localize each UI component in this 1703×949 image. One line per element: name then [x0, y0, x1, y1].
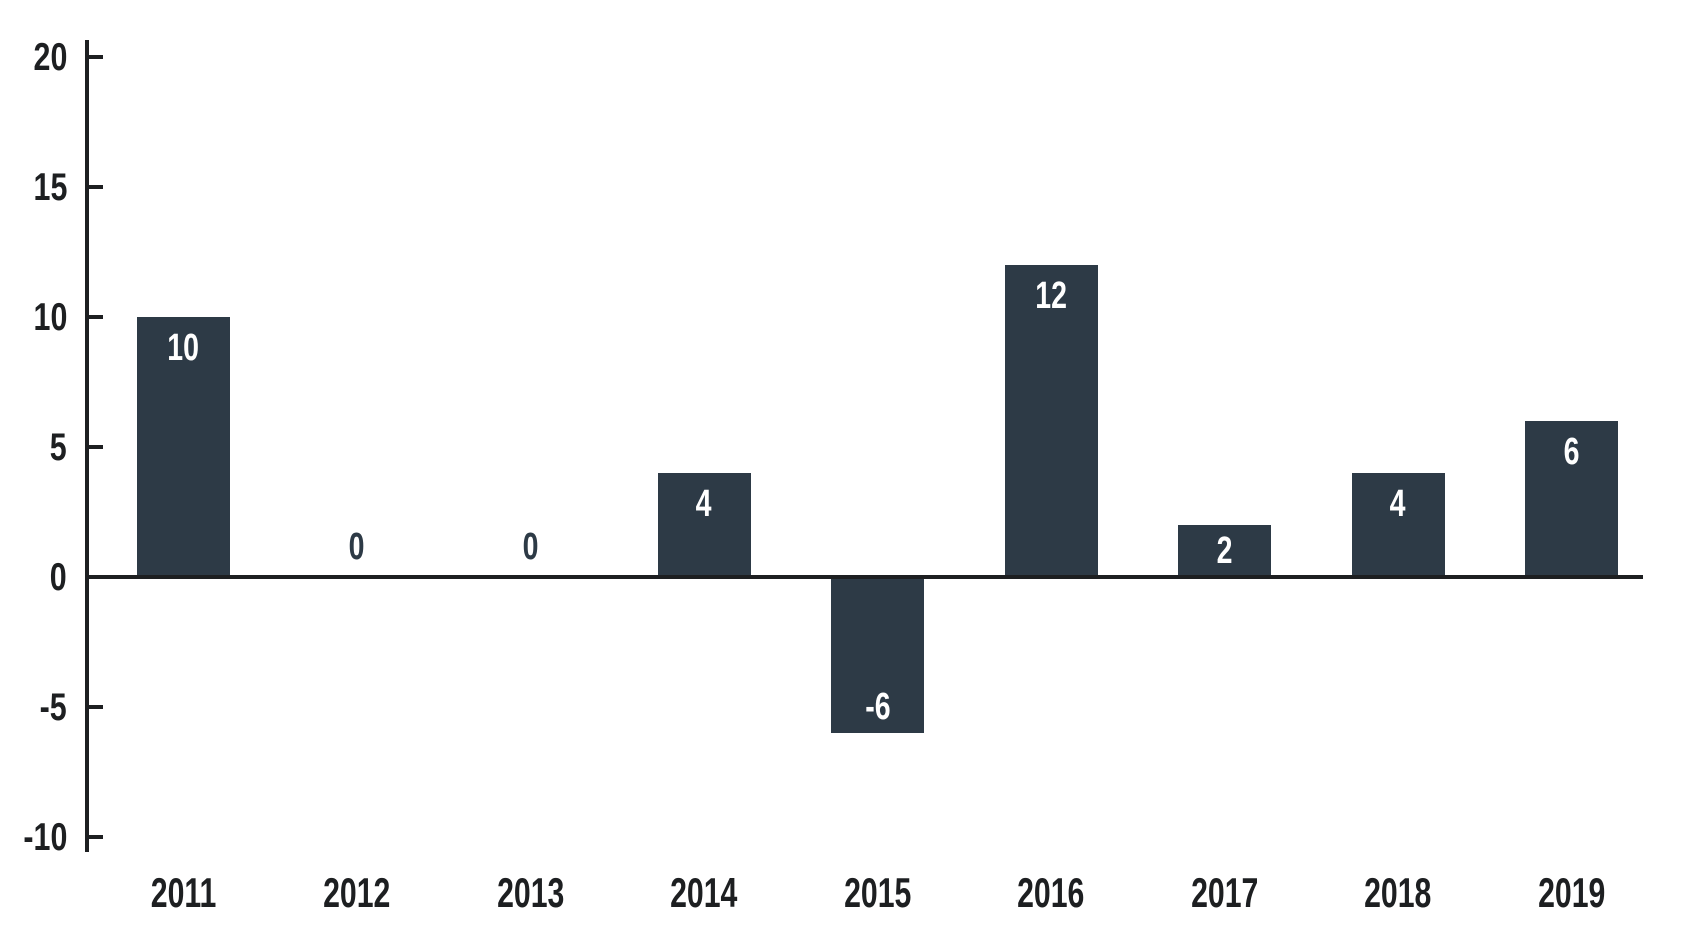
- y-tick-label-text: 15: [33, 165, 67, 209]
- bar-2014: [657, 473, 751, 577]
- x-tick-label-text: 2015: [843, 869, 912, 916]
- bar-2015: [831, 577, 924, 733]
- x-tick-label-2013: 2013: [441, 872, 621, 914]
- bar-2018: [1351, 473, 1445, 577]
- bar-value-text: 4: [696, 483, 712, 525]
- x-tick-label-text: 2011: [150, 869, 217, 916]
- bar-value-text: 0: [522, 526, 539, 568]
- x-tick-label-2016: 2016: [961, 872, 1141, 914]
- y-tick-label-text: 20: [33, 35, 67, 79]
- y-tick-label--10: -10: [0, 818, 67, 857]
- y-tick-label-text: -10: [23, 815, 67, 859]
- bar-value-label-2013: 0: [451, 528, 611, 566]
- y-tick-mark-15: [89, 185, 103, 189]
- y-tick-label-5: 5: [0, 428, 67, 467]
- y-tick-label-text: 5: [50, 425, 67, 469]
- bar-value-label-2011: 10: [104, 329, 264, 367]
- y-tick-label-text: 10: [33, 295, 67, 339]
- y-tick-mark-10: [89, 315, 103, 319]
- y-tick-label-15: 15: [0, 168, 67, 207]
- y-tick-mark--10: [89, 835, 103, 839]
- x-tick-label-2019: 2019: [1482, 872, 1662, 914]
- y-tick-label-20: 20: [0, 38, 67, 77]
- bar-value-text: -6: [864, 686, 891, 728]
- bar-2011: [137, 317, 230, 577]
- x-tick-label-text: 2012: [323, 869, 391, 916]
- y-axis-line: [85, 40, 89, 852]
- x-tick-label-text: 2016: [1017, 869, 1085, 916]
- bar-value-label-2015: -6: [798, 688, 958, 726]
- bar-value-text: 10: [167, 327, 200, 369]
- bar-value-label-2017: 2: [1145, 532, 1305, 570]
- y-tick-label--5: -5: [0, 688, 67, 727]
- bar-value-label-2018: 4: [1318, 485, 1478, 523]
- bar-value-label-2012: 0: [277, 528, 437, 566]
- bar-value-text: 4: [1390, 483, 1406, 525]
- bar-2016: [1004, 265, 1098, 577]
- x-tick-label-text: 2019: [1537, 869, 1606, 916]
- y-tick-label-0: 0: [0, 558, 67, 597]
- x-tick-label-text: 2017: [1190, 869, 1259, 916]
- x-tick-label-2017: 2017: [1135, 872, 1315, 914]
- bar-value-label-2014: 4: [624, 485, 784, 523]
- x-tick-label-2014: 2014: [614, 872, 794, 914]
- bar-value-text: 6: [1563, 431, 1580, 473]
- bar-value-label-2016: 12: [971, 277, 1131, 315]
- x-tick-label-text: 2013: [496, 869, 565, 916]
- y-tick-mark--5: [89, 705, 103, 709]
- bar-2017: [1178, 525, 1271, 577]
- y-tick-label-text: -5: [39, 685, 67, 729]
- bar-2019: [1525, 421, 1618, 577]
- bar-value-label-2019: 6: [1492, 433, 1652, 471]
- x-tick-label-text: 2018: [1364, 869, 1432, 916]
- y-tick-label-text: 0: [50, 555, 67, 599]
- y-tick-mark-5: [89, 445, 103, 449]
- x-tick-label-2011: 2011: [94, 872, 274, 914]
- bar-value-text: 2: [1216, 530, 1233, 572]
- bar-value-text: 0: [349, 526, 365, 568]
- x-tick-label-text: 2014: [670, 869, 738, 916]
- x-axis-zero-line: [85, 575, 1643, 579]
- x-tick-label-2015: 2015: [788, 872, 968, 914]
- bar-value-text: 12: [1035, 275, 1067, 317]
- y-tick-label-10: 10: [0, 298, 67, 337]
- x-tick-label-2012: 2012: [267, 872, 447, 914]
- x-tick-label-2018: 2018: [1308, 872, 1488, 914]
- y-tick-mark-20: [89, 55, 103, 59]
